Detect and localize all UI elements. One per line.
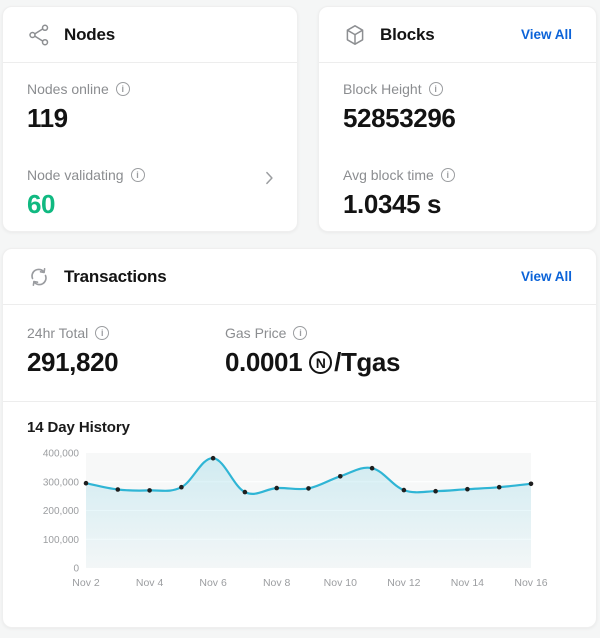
block-height-value: 52853296 bbox=[343, 103, 456, 133]
svg-text:Nov 6: Nov 6 bbox=[199, 577, 227, 589]
svg-text:Nov 2: Nov 2 bbox=[72, 577, 100, 589]
nodes-online-value: 119 bbox=[27, 103, 68, 133]
avg-block-time-label: Avg block time bbox=[343, 167, 434, 183]
blocks-card-title: Blocks bbox=[380, 24, 435, 44]
svg-text:Nov 4: Nov 4 bbox=[136, 577, 164, 589]
svg-text:100,000: 100,000 bbox=[43, 535, 80, 546]
gas-price-label: Gas Price bbox=[225, 325, 287, 341]
blocks-card-body: Block Height i 52853296 Avg block time i… bbox=[319, 63, 596, 220]
transactions-view-all-link[interactable]: View All bbox=[520, 269, 572, 284]
near-token-icon: N bbox=[309, 351, 333, 374]
gas-price-unit: /Tgas bbox=[334, 347, 401, 377]
info-icon[interactable]: i bbox=[428, 82, 443, 96]
transactions-stats-row: 24hr Total i 291,820 Gas Price i 0.0001 … bbox=[3, 305, 596, 402]
gas-price-value: 0.0001 N /Tgas bbox=[225, 347, 572, 378]
svg-text:Nov 10: Nov 10 bbox=[324, 577, 357, 589]
transactions-card: Transactions View All 24hr Total i 291,8… bbox=[2, 248, 597, 628]
nodes-card-body: Nodes online i 119 Node validating i 60 bbox=[3, 63, 297, 220]
blocks-cube-icon bbox=[343, 23, 367, 47]
nodes-online-label: Nodes online bbox=[27, 81, 109, 97]
nodes-card: Nodes Nodes online i 119 Node validating… bbox=[2, 6, 298, 232]
svg-text:200,000: 200,000 bbox=[43, 506, 80, 517]
avg-block-time-value: 1.0345 s bbox=[343, 189, 442, 219]
node-validating-value: 60 bbox=[27, 189, 56, 219]
top-cards-row: Nodes Nodes online i 119 Node validating… bbox=[2, 6, 597, 232]
nodes-online-stat: Nodes online i 119 bbox=[27, 81, 273, 134]
nodes-card-title: Nodes bbox=[64, 24, 115, 44]
block-height-label: Block Height bbox=[343, 81, 422, 97]
blocks-view-all-link[interactable]: View All bbox=[520, 27, 572, 42]
info-icon[interactable]: i bbox=[115, 82, 130, 96]
transactions-cycle-icon bbox=[27, 265, 51, 289]
avg-block-time-stat: Avg block time i 1.0345 s bbox=[343, 167, 572, 220]
svg-text:Nov 8: Nov 8 bbox=[263, 577, 291, 589]
block-height-stat: Block Height i 52853296 bbox=[343, 81, 572, 134]
blocks-card-header: Blocks View All bbox=[319, 7, 596, 63]
x-axis-labels: Nov 2 Nov 4 Nov 6 Nov 8 Nov 10 Nov 12 Nov 14 No… bbox=[72, 577, 548, 589]
svg-text:300,000: 300,000 bbox=[43, 477, 80, 488]
svg-text:400,000: 400,000 bbox=[43, 449, 80, 460]
svg-text:0: 0 bbox=[73, 564, 79, 575]
node-validating-label: Node validating bbox=[27, 167, 124, 183]
blocks-card: Blocks View All Block Height i 52853296 … bbox=[318, 6, 597, 232]
info-icon[interactable]: i bbox=[130, 168, 145, 182]
chevron-right-icon[interactable] bbox=[259, 168, 279, 188]
node-validating-stat: Node validating i 60 bbox=[27, 167, 273, 220]
nodes-card-header: Nodes bbox=[3, 7, 297, 63]
history-title: 14 Day History bbox=[27, 419, 130, 436]
transactions-card-header: Transactions View All bbox=[3, 249, 596, 305]
y-axis-labels: 0 100,000 200,000 300,000 400,000 bbox=[43, 449, 80, 575]
info-icon[interactable]: i bbox=[440, 168, 455, 182]
info-icon[interactable]: i bbox=[95, 326, 110, 340]
24hr-total-stat: 24hr Total i 291,820 bbox=[27, 325, 225, 378]
gas-price-stat: Gas Price i 0.0001 N /Tgas bbox=[225, 325, 572, 378]
nodes-network-icon bbox=[27, 23, 51, 47]
data-points bbox=[83, 455, 534, 495]
gas-price-amount: 0.0001 bbox=[225, 347, 303, 377]
svg-text:Nov 12: Nov 12 bbox=[387, 577, 420, 589]
svg-text:Nov 14: Nov 14 bbox=[451, 577, 484, 589]
info-icon[interactable]: i bbox=[293, 326, 308, 340]
transactions-card-title: Transactions bbox=[64, 266, 167, 286]
area-fill bbox=[86, 458, 531, 568]
24hr-total-label: 24hr Total bbox=[27, 325, 89, 341]
24hr-total-value: 291,820 bbox=[27, 347, 119, 377]
history-section: 14 Day History 0 100,000 200,000 300,000 400… bbox=[3, 402, 596, 596]
svg-text:Nov 16: Nov 16 bbox=[514, 577, 547, 589]
